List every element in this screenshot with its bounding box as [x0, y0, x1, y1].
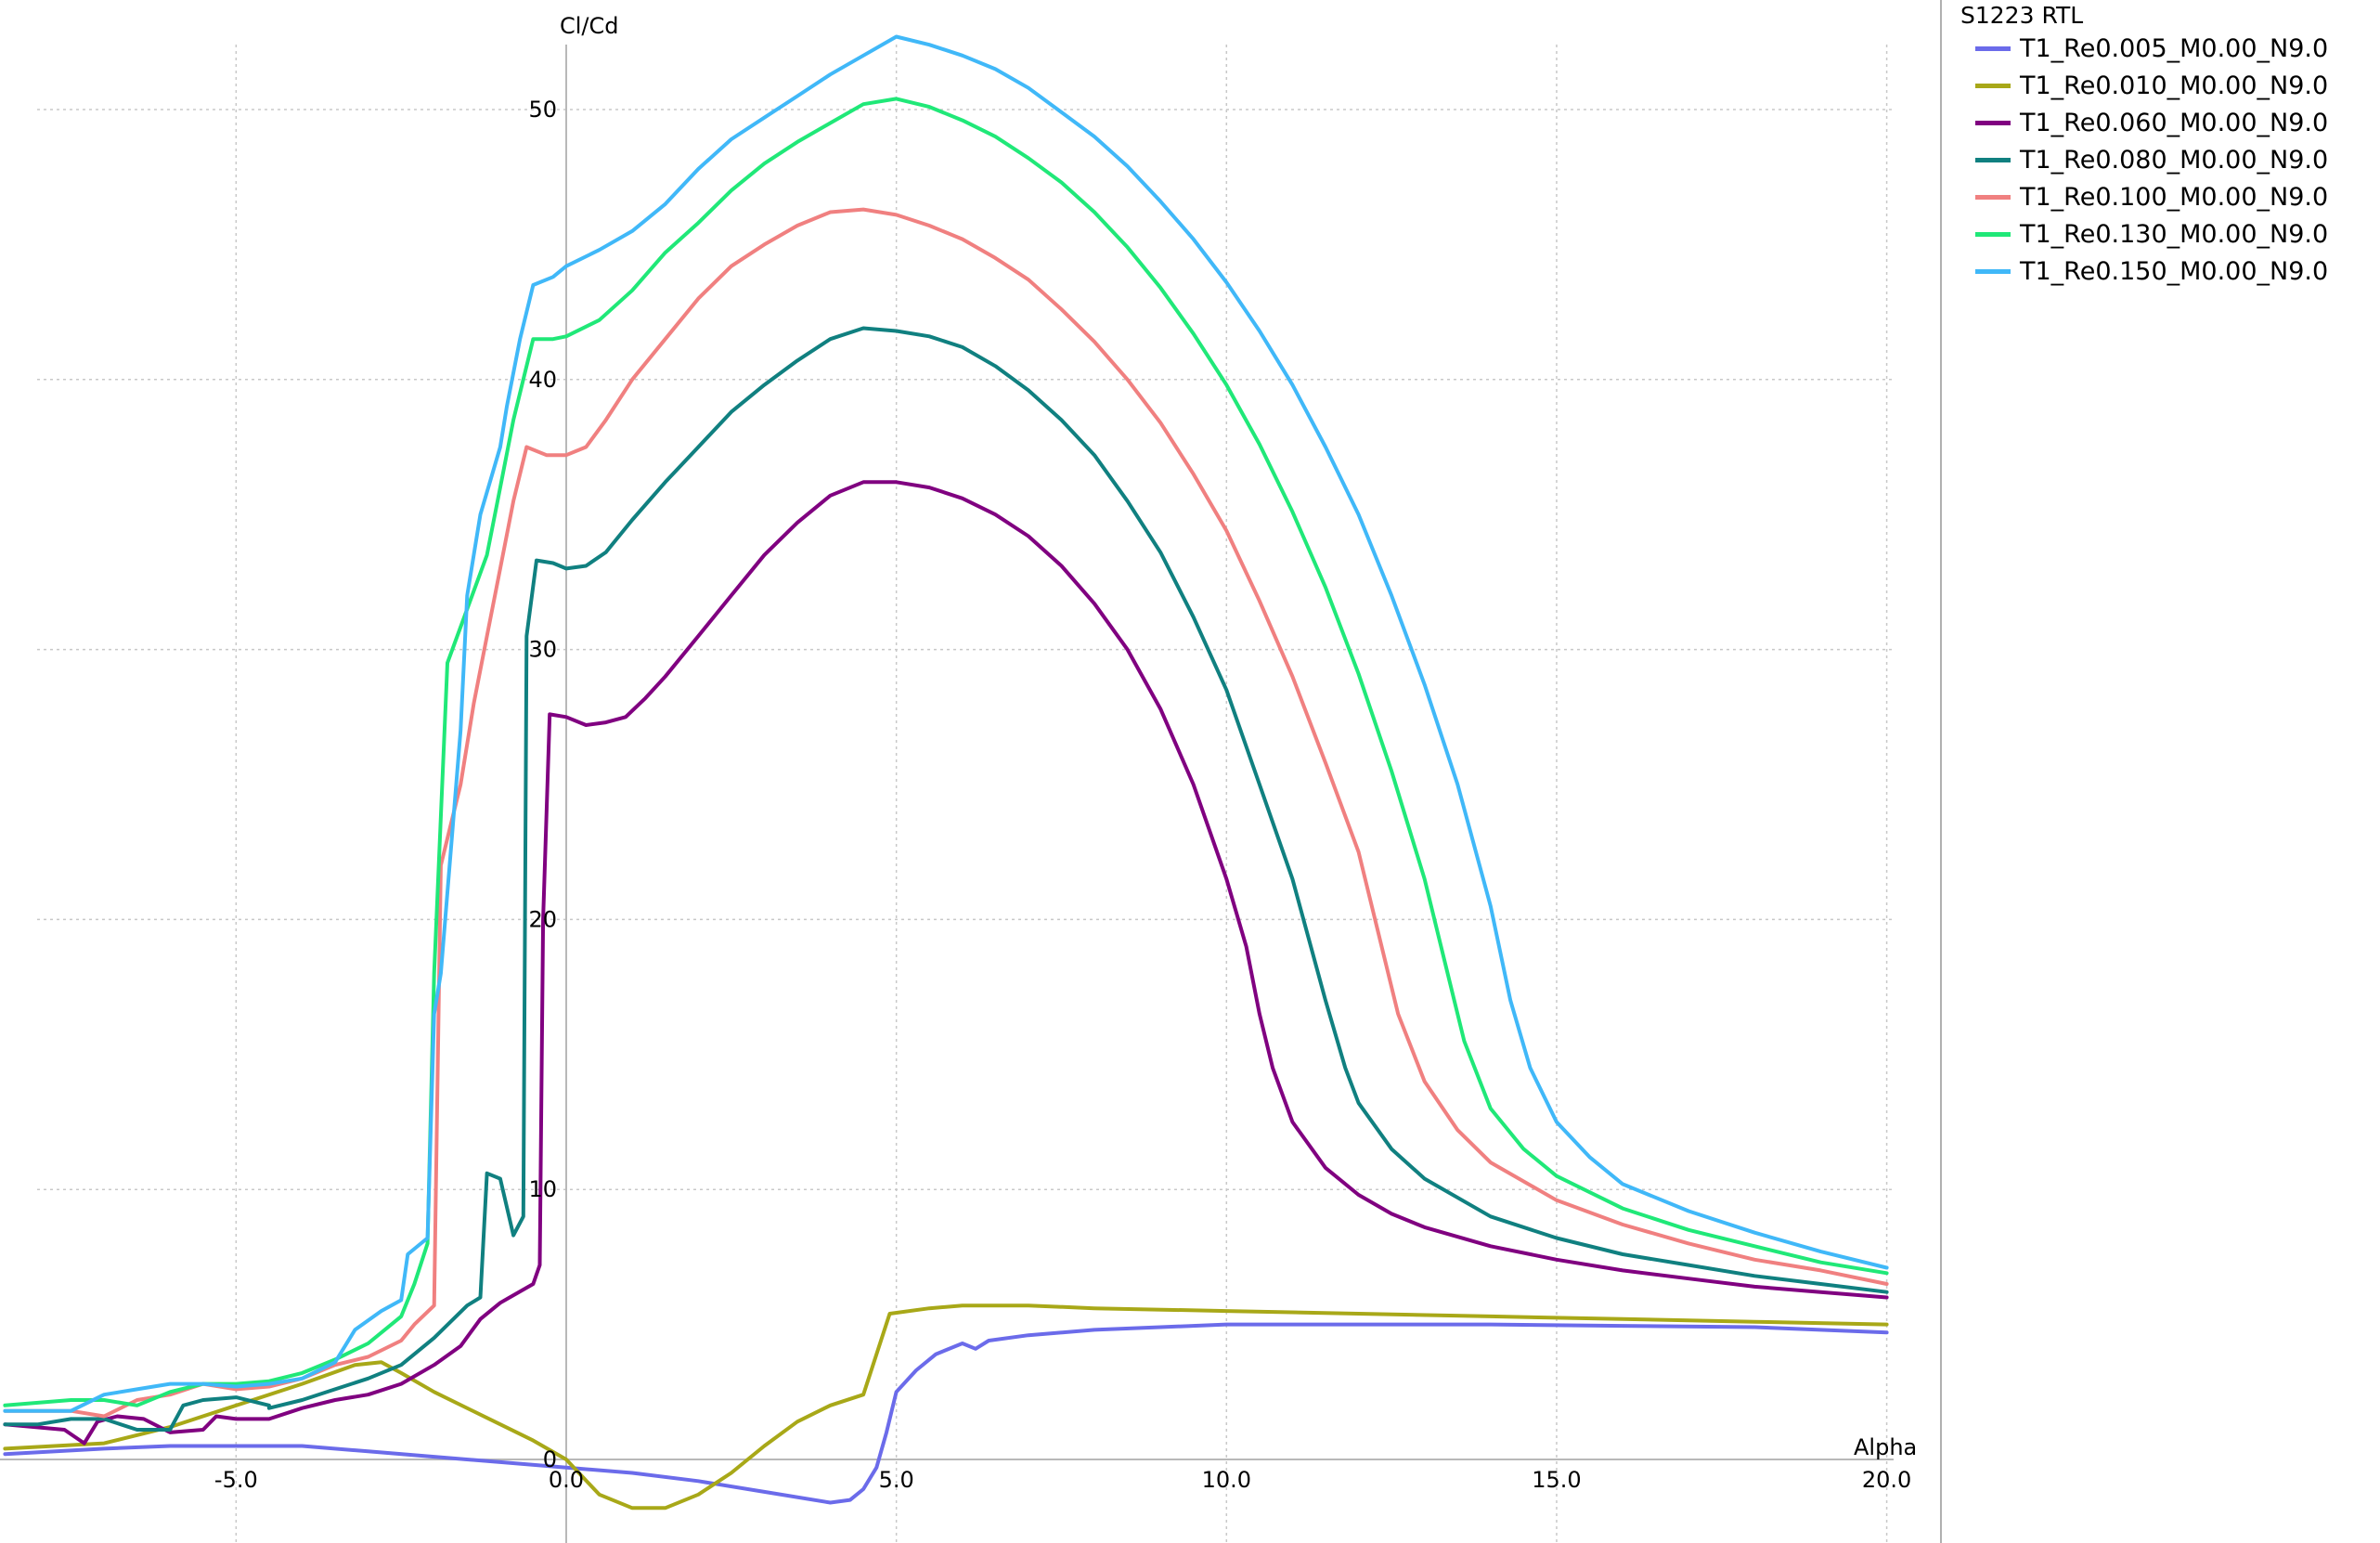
legend: S1223 RTL T1_Re0.005_M0.00_N9.0 T1_Re0.01…	[1940, 0, 2380, 1543]
y-tick-label: 50	[528, 97, 557, 123]
y-axis-label: Cl/Cd	[560, 13, 619, 39]
legend-swatch	[1975, 194, 2011, 200]
legend-item: T1_Re0.005_M0.00_N9.0	[1975, 30, 2328, 67]
x-tick-label: 0.0	[549, 1467, 584, 1493]
x-tick-label: 10.0	[1202, 1467, 1251, 1493]
x-axis-label: Alpha	[1854, 1434, 1917, 1460]
legend-item: T1_Re0.010_M0.00_N9.0	[1975, 67, 2328, 104]
legend-swatch	[1975, 268, 2011, 274]
legend-item: T1_Re0.060_M0.00_N9.0	[1975, 104, 2328, 141]
legend-item: T1_Re0.080_M0.00_N9.0	[1975, 141, 2328, 178]
legend-label: T1_Re0.080_M0.00_N9.0	[2020, 145, 2329, 175]
series-line-2	[3, 480, 1889, 1446]
legend-label: T1_Re0.005_M0.00_N9.0	[2020, 33, 2329, 63]
y-tick-label: 0	[543, 1446, 557, 1472]
legend-label: T1_Re0.010_M0.00_N9.0	[2020, 71, 2329, 100]
legend-label: T1_Re0.060_M0.00_N9.0	[2020, 108, 2329, 137]
legend-swatch	[1975, 231, 2011, 237]
legend-swatch	[1975, 157, 2011, 162]
series-line-1	[3, 1303, 1889, 1511]
legend-item: T1_Re0.150_M0.00_N9.0	[1975, 253, 2328, 290]
legend-swatch	[1975, 45, 2011, 51]
x-tick-label: 20.0	[1862, 1467, 1911, 1493]
series-line-3	[3, 326, 1889, 1432]
y-tick-label: 40	[528, 367, 557, 393]
x-tick-label: -5.0	[214, 1467, 258, 1493]
legend-label: T1_Re0.130_M0.00_N9.0	[2020, 219, 2329, 249]
series-line-5	[3, 97, 1889, 1407]
legend-item: T1_Re0.130_M0.00_N9.0	[1975, 215, 2328, 253]
series-line-6	[3, 34, 1889, 1413]
legend-label: T1_Re0.100_M0.00_N9.0	[2020, 182, 2329, 212]
x-tick-label: 5.0	[879, 1467, 914, 1493]
series-line-0	[3, 1322, 1889, 1505]
x-tick-label: 15.0	[1532, 1467, 1581, 1493]
legend-title: S1223 RTL	[1960, 2, 2084, 29]
legend-item: T1_Re0.100_M0.00_N9.0	[1975, 178, 2328, 215]
y-tick-label: 30	[528, 637, 557, 663]
y-tick-label: 20	[528, 906, 557, 932]
legend-label: T1_Re0.150_M0.00_N9.0	[2020, 256, 2329, 286]
series-line-4	[3, 207, 1889, 1419]
tick-labels: -5.0 0.0 5.0 10.0 15.0 20.0 0 10 20 30 40 50	[214, 97, 1911, 1493]
legend-swatch	[1975, 120, 2011, 125]
legend-swatch	[1975, 83, 2011, 88]
axes	[0, 45, 1894, 1543]
y-tick-label: 10	[528, 1176, 557, 1202]
series-lines	[3, 34, 1889, 1511]
